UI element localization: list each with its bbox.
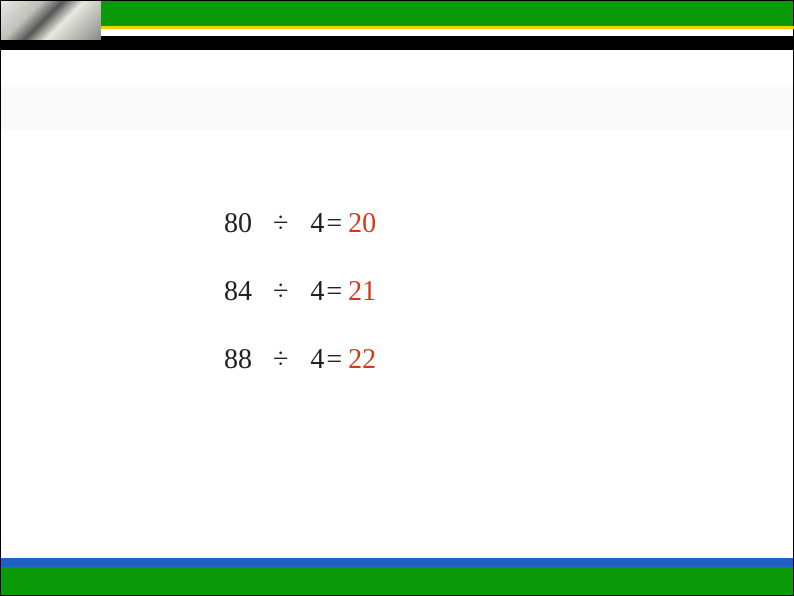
- equation-row: 88 ÷ 4 = 22: [224, 344, 376, 376]
- divisor: 4: [310, 208, 324, 240]
- dividend: 80: [224, 208, 259, 240]
- dividend: 88: [224, 344, 259, 376]
- divisor: 4: [310, 276, 324, 308]
- main-content: 80 ÷ 4 = 20 84 ÷ 4 = 21 88 ÷ 4 = 22: [1, 156, 793, 556]
- equation-row: 84 ÷ 4 = 21: [224, 276, 376, 308]
- operator: ÷: [273, 208, 288, 240]
- slide: 80 ÷ 4 = 20 84 ÷ 4 = 21 88 ÷ 4 = 22: [1, 1, 793, 595]
- footer-blue-bar: [1, 558, 793, 567]
- header-corner-image: [1, 1, 101, 40]
- equals-sign: =: [326, 208, 342, 240]
- dividend: 84: [224, 276, 259, 308]
- answer: 20: [348, 208, 376, 240]
- header-black-bar: [1, 36, 793, 50]
- footer-green-bar: [1, 567, 793, 595]
- header-yellow-line: [101, 26, 794, 29]
- content-title-area: [1, 85, 793, 130]
- answer: 21: [348, 276, 376, 308]
- header-green-bar: [1, 1, 793, 26]
- divisor: 4: [310, 344, 324, 376]
- equation-row: 80 ÷ 4 = 20: [224, 208, 376, 240]
- answer: 22: [348, 344, 376, 376]
- content-gap: [1, 50, 793, 85]
- operator: ÷: [273, 276, 288, 308]
- equals-sign: =: [326, 276, 342, 308]
- equals-sign: =: [326, 344, 342, 376]
- operator: ÷: [273, 344, 288, 376]
